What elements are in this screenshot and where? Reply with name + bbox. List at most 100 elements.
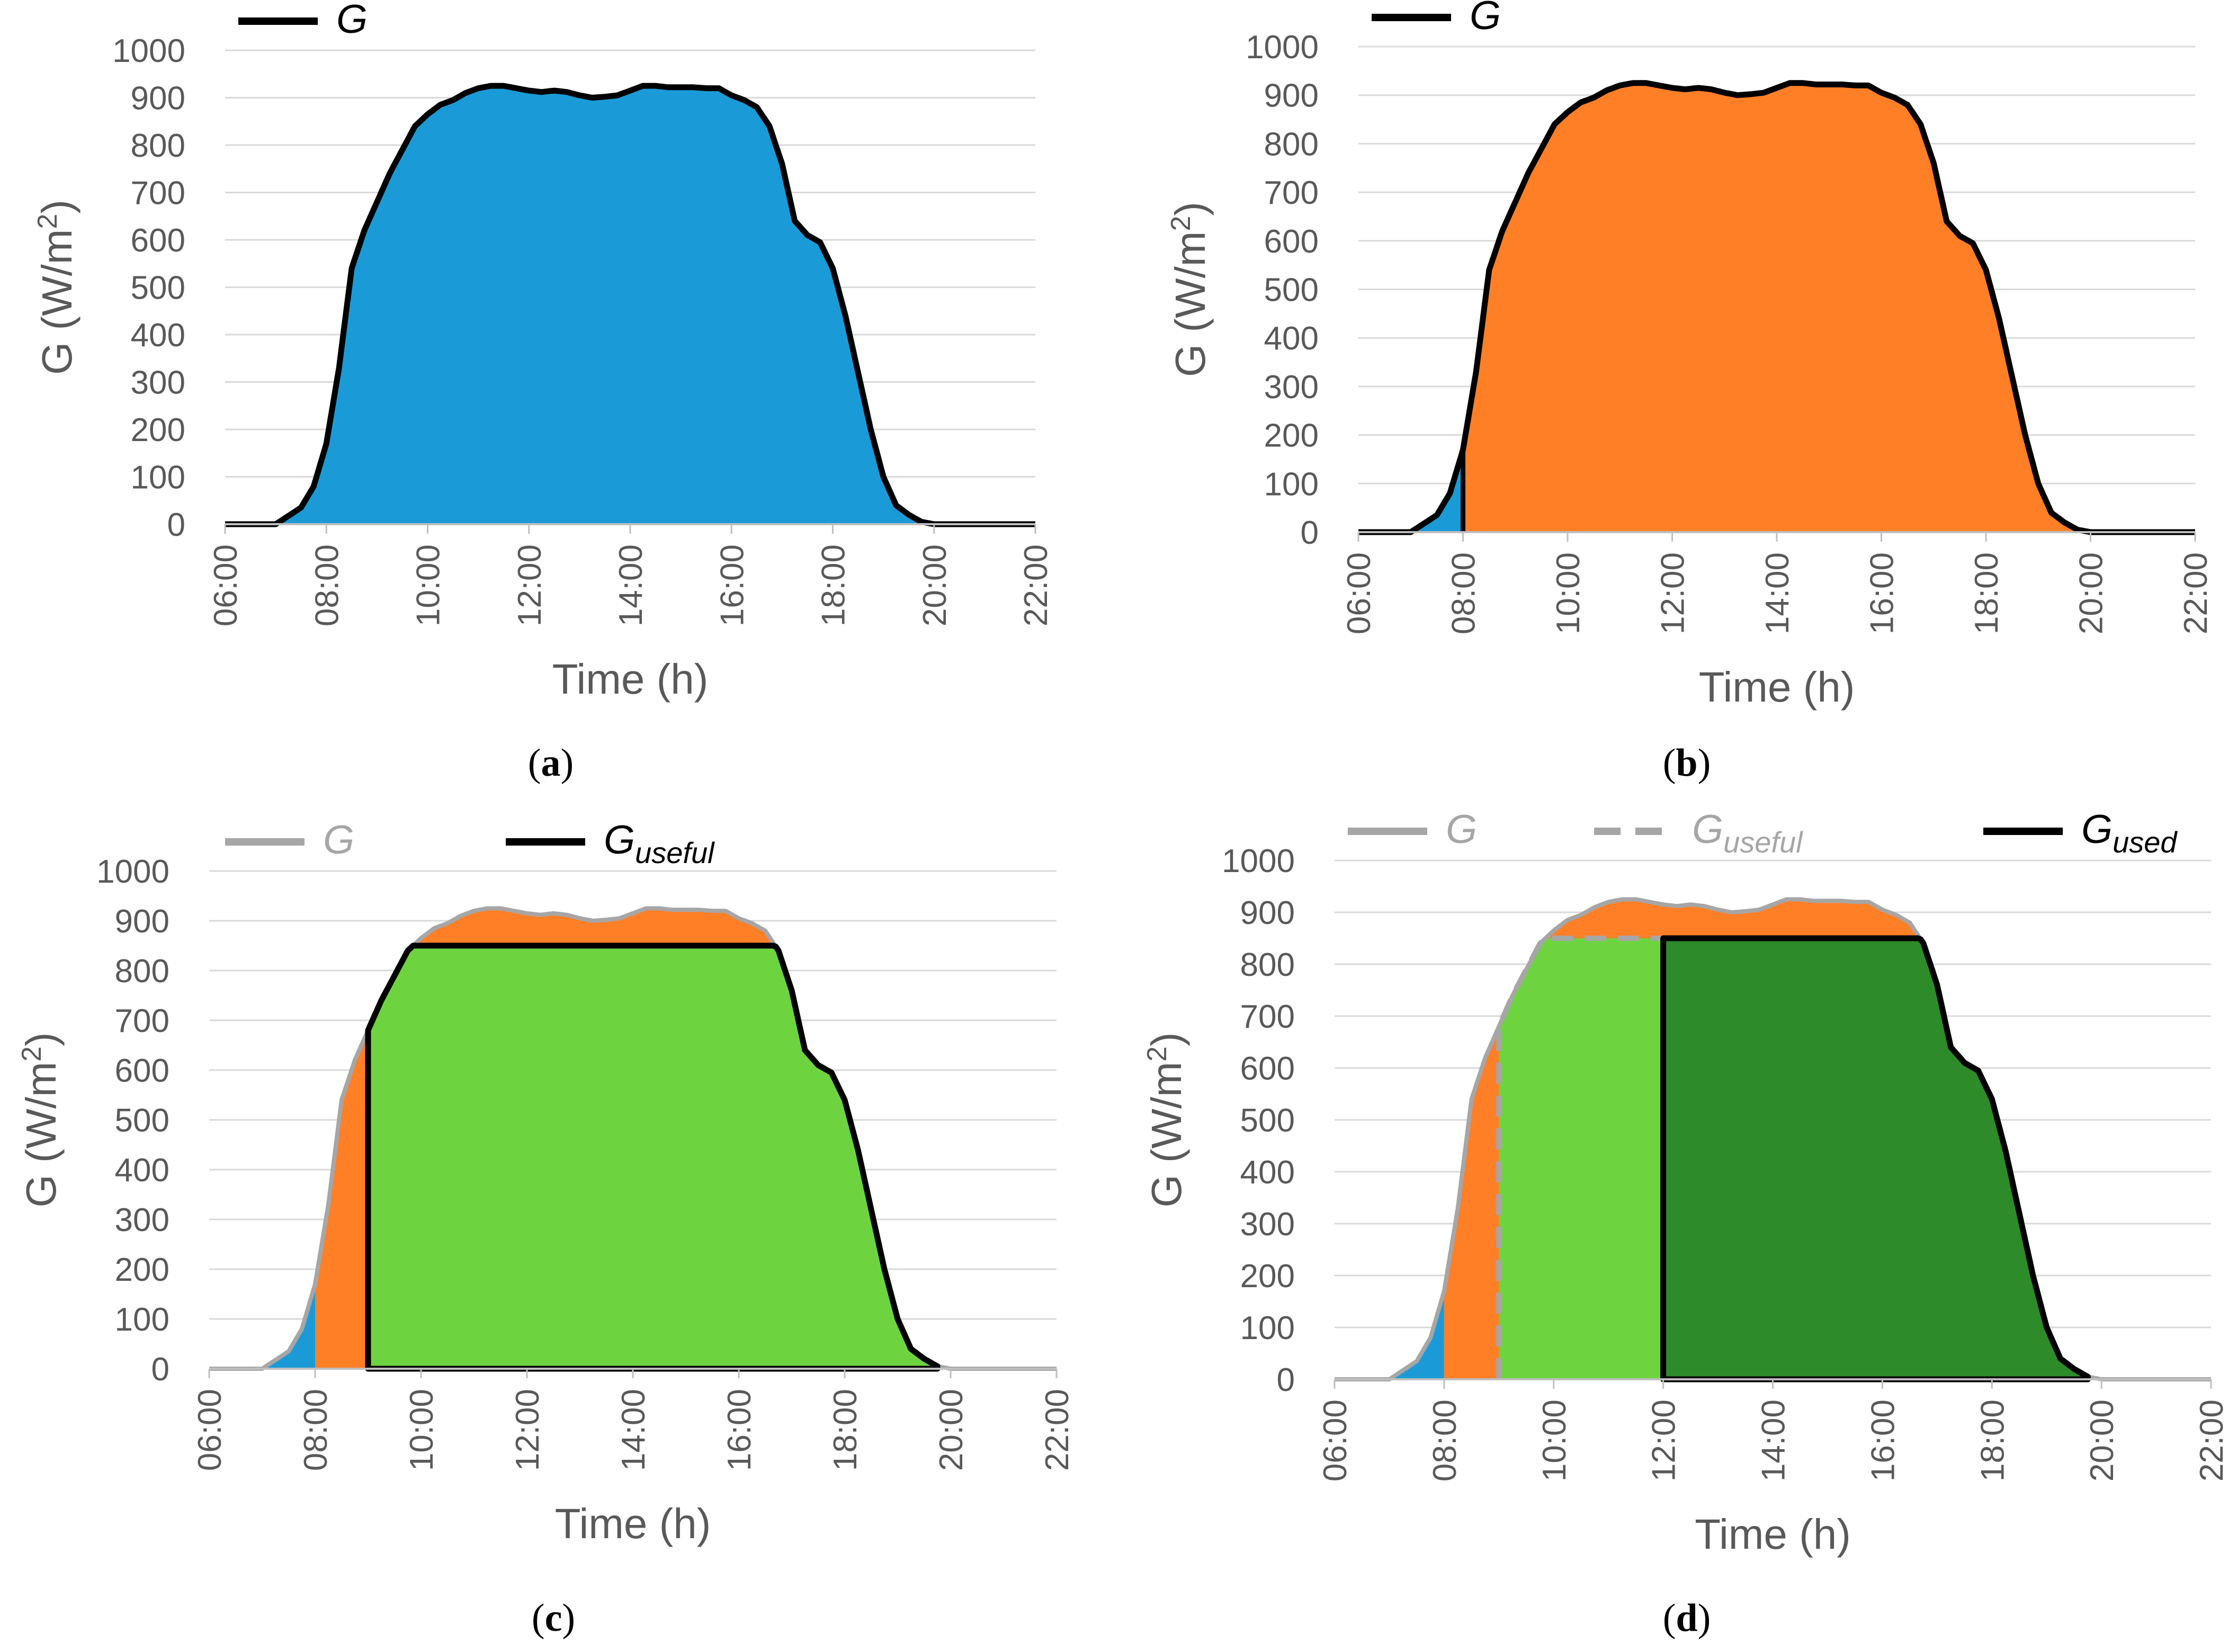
y-tick-label: 300 [1264, 369, 1319, 406]
x-tick-label: 22:00 [2194, 1399, 2230, 1482]
y-tick-label: 400 [115, 1152, 169, 1189]
x-tick-label: 12:00 [512, 544, 548, 626]
x-tick-label: 12:00 [509, 1389, 546, 1471]
y-tick-label: 500 [131, 270, 185, 307]
x-tick-label: 18:00 [816, 544, 852, 626]
legend-entry: Guseful [1594, 807, 1803, 859]
x-axis-title: Time (h) [555, 1500, 711, 1547]
x-tick-label: 14:00 [1759, 552, 1796, 634]
y-tick-label: 500 [1264, 272, 1319, 309]
y-tick-label: 400 [1240, 1154, 1295, 1191]
x-tick-label: 10:00 [410, 544, 447, 626]
legend-label: Gused [2081, 807, 2178, 859]
used-area [1663, 938, 2088, 1379]
y-tick-label: 100 [1264, 466, 1319, 502]
legend-label: G [1446, 807, 1477, 852]
panel-b: 0 100 200 300 400 500 600 700 800 900 1000 06:00 08:… [1166, 0, 2214, 785]
x-tick-label: 14:00 [613, 544, 649, 626]
y-tick-label: 800 [1240, 947, 1295, 983]
x-tick-label: 22:00 [1039, 1389, 1076, 1471]
x-tick-label: 06:00 [208, 544, 244, 626]
x-tick-label: 08:00 [309, 544, 345, 626]
panel-label: (b) [1663, 741, 1711, 785]
y-tick-label: 400 [131, 317, 185, 354]
x-tick-label: 22:00 [2178, 552, 2214, 634]
y-tick-label: 800 [1264, 126, 1319, 163]
x-tick-label: 08:00 [298, 1389, 334, 1471]
y-tick-label: 100 [131, 460, 185, 496]
x-tick-label: 18:00 [1974, 1399, 2011, 1482]
panel-a: 0 100 200 300 400 500 600 700 800 900 1000 06:00 08:… [32, 0, 1054, 785]
y-tick-label: 0 [167, 507, 185, 543]
y-axis-title: G (W/m2) [32, 200, 80, 375]
legend-label: G [1470, 0, 1501, 38]
series-line-G-used [1660, 935, 2091, 1382]
y-tick-label: 1000 [96, 854, 169, 890]
legend-label: Guseful [1692, 807, 1803, 859]
y-tick-label: 600 [1264, 223, 1319, 260]
y-tick-label: 500 [1240, 1102, 1295, 1139]
y-tick-label: 0 [1301, 515, 1319, 551]
panel-label: (a) [528, 741, 574, 785]
legend-entry: Gused [1983, 807, 2178, 859]
y-tick-label: 800 [131, 128, 185, 164]
y-tick-label: 200 [115, 1252, 169, 1288]
y-tick-label: 500 [115, 1102, 169, 1139]
y-tick-label: 1000 [1246, 29, 1319, 66]
y-tick-label: 900 [131, 80, 185, 117]
y-tick-label: 300 [1240, 1206, 1295, 1243]
y-tick-label: 700 [1240, 999, 1295, 1035]
x-axis-title: Time (h) [552, 656, 709, 703]
y-tick-label: 0 [1277, 1362, 1295, 1398]
y-axis-title: G (W/m2) [1166, 202, 1214, 377]
x-tick-label: 08:00 [1446, 552, 1482, 634]
series-line-G [225, 83, 1036, 527]
x-tick-label: 20:00 [2084, 1399, 2120, 1482]
legend-label: G [323, 818, 354, 863]
irradiance-area [225, 86, 1035, 525]
y-tick-label: 1000 [1222, 843, 1295, 879]
legend-entry: G [1348, 807, 1477, 852]
y-tick-label: 900 [115, 903, 169, 940]
legend-label: Guseful [604, 818, 715, 869]
y-tick-label: 900 [1264, 78, 1319, 114]
series-line-G-useful [1496, 936, 1663, 1379]
x-tick-label: 16:00 [721, 1389, 758, 1471]
useful-area [368, 946, 937, 1369]
legend-entry: Guseful [506, 818, 715, 869]
x-axis-title: Time (h) [1699, 663, 1855, 711]
y-axis-title: G (W/m2) [1142, 1032, 1190, 1207]
x-tick-label: 08:00 [1427, 1399, 1463, 1482]
y-tick-label: 200 [131, 412, 185, 448]
below-threshold-area [1335, 1291, 1444, 1379]
x-tick-label: 14:00 [615, 1389, 652, 1471]
x-tick-label: 22:00 [1018, 544, 1054, 626]
y-tick-label: 200 [1264, 418, 1319, 454]
x-tick-label: 06:00 [1317, 1399, 1354, 1482]
legend-entry: G [225, 818, 354, 863]
x-tick-label: 12:00 [1646, 1399, 1683, 1482]
y-tick-label: 700 [1264, 175, 1319, 211]
x-tick-label: 10:00 [1536, 1399, 1573, 1482]
y-tick-label: 600 [1240, 1051, 1295, 1087]
y-tick-label: 100 [1240, 1310, 1295, 1346]
x-tick-label: 20:00 [2073, 552, 2110, 634]
y-tick-label: 200 [1240, 1258, 1295, 1295]
x-axis-title: Time (h) [1695, 1511, 1851, 1558]
x-tick-label: 12:00 [1655, 552, 1692, 634]
legend-entry: G [238, 0, 368, 42]
x-tick-label: 10:00 [404, 1389, 440, 1471]
series-line-G-useful [365, 942, 941, 1372]
x-tick-label: 06:00 [192, 1389, 228, 1471]
x-tick-label: 06:00 [1341, 552, 1377, 634]
x-tick-label: 18:00 [1968, 552, 2005, 634]
available-area [1463, 83, 2195, 533]
x-tick-label: 20:00 [933, 1389, 970, 1471]
x-tick-label: 20:00 [917, 544, 953, 626]
y-tick-label: 700 [115, 1003, 169, 1039]
y-tick-label: 0 [151, 1351, 169, 1388]
panel-c: 0 100 200 300 400 500 600 700 800 900 1000 06:00 08:… [16, 818, 1076, 1640]
y-tick-label: 600 [131, 222, 185, 259]
y-tick-label: 1000 [112, 33, 185, 69]
